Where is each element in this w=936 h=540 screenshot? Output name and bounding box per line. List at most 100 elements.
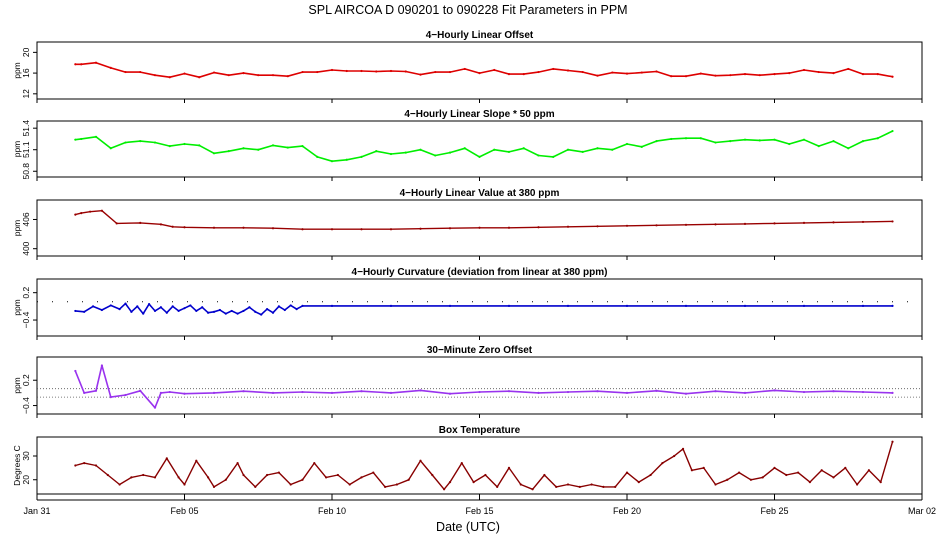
data-point (522, 73, 525, 76)
data-point (802, 221, 806, 224)
data-point (266, 473, 269, 477)
data-point (224, 312, 227, 315)
data-point (94, 135, 98, 138)
y-tick-label: 12 (21, 89, 31, 99)
data-point (861, 140, 865, 143)
data-point (566, 304, 570, 308)
data-point (91, 305, 95, 308)
data-point (419, 148, 422, 151)
data-point (590, 483, 593, 486)
data-point (148, 302, 151, 306)
data-point (861, 304, 865, 308)
data-point (271, 144, 275, 147)
data-point (891, 304, 894, 308)
data-point (271, 311, 275, 314)
series-line (75, 441, 894, 490)
data-point (242, 71, 245, 75)
data-point (802, 390, 806, 394)
data-point (625, 72, 629, 75)
data-point (236, 462, 239, 465)
data-point (614, 485, 617, 488)
data-point (177, 476, 180, 479)
data-point (94, 61, 98, 64)
data-point (165, 311, 168, 314)
data-point (168, 76, 171, 79)
data-point (80, 63, 83, 66)
panel-4: 4−Hourly Curvature (deviation from linea… (12, 267, 923, 340)
data-point (283, 308, 286, 312)
data-point (257, 74, 260, 77)
data-point (336, 473, 339, 477)
data-point (566, 390, 570, 394)
data-point (552, 67, 555, 71)
data-point (230, 309, 233, 313)
series-line (75, 302, 893, 316)
y-tick-label: 20 (21, 475, 31, 485)
data-point (507, 150, 511, 153)
data-point (153, 74, 157, 77)
data-point (100, 209, 103, 212)
data-point (448, 304, 452, 308)
x-axis: Jan 31 Feb 05 Feb 10 Feb 15 Feb 20 Feb 25 Mar … (23, 494, 936, 516)
data-point (74, 309, 77, 313)
data-point (389, 304, 393, 308)
data-point (389, 391, 393, 394)
data-point (817, 70, 820, 74)
data-point (673, 454, 676, 458)
data-point (183, 307, 186, 310)
data-point (555, 485, 558, 488)
data-point (168, 390, 171, 394)
data-point (100, 308, 103, 312)
panel-title: 4−Hourly Curvature (deviation from linea… (352, 267, 608, 278)
data-point (139, 389, 142, 392)
data-point (522, 147, 525, 150)
data-point (83, 391, 86, 394)
data-point (684, 392, 688, 395)
data-point (448, 481, 452, 484)
data-point (566, 483, 570, 486)
data-point (625, 224, 629, 227)
data-point (773, 73, 776, 76)
data-point (496, 485, 499, 488)
data-point (109, 304, 112, 307)
data-point (640, 71, 643, 74)
x-tick-label: Jan 31 (23, 506, 50, 516)
data-point (389, 152, 393, 156)
data-point (260, 313, 263, 316)
data-point (434, 70, 437, 74)
data-point (313, 462, 316, 465)
data-point (625, 304, 629, 308)
x-tick-label: Feb 05 (170, 506, 198, 516)
series-line (75, 130, 893, 162)
data-point (537, 154, 540, 157)
data-point (802, 304, 806, 308)
data-point (218, 308, 221, 312)
series-line (74, 364, 893, 409)
data-point (372, 471, 375, 474)
panel-title: 4−Hourly Linear Value at 380 ppm (400, 188, 560, 199)
data-point (153, 141, 157, 144)
data-point (625, 142, 629, 146)
x-axis-label: Date (UTC) (436, 520, 500, 534)
y-axis-label: ppm (12, 299, 22, 316)
data-point (743, 138, 747, 141)
data-point (758, 74, 761, 77)
data-point (124, 302, 127, 305)
data-point (484, 473, 487, 477)
data-point (183, 226, 186, 229)
data-point (74, 464, 77, 467)
x-tick-label: Mar 02 (908, 506, 936, 516)
data-point (109, 396, 112, 399)
data-point (743, 391, 747, 394)
data-point (891, 440, 894, 443)
data-point (212, 391, 216, 394)
data-point (879, 481, 882, 484)
data-point (74, 213, 77, 216)
data-point (891, 75, 894, 78)
data-point (519, 483, 522, 486)
data-point (271, 74, 275, 77)
y-tick-label: 0.2 (21, 287, 31, 299)
data-point (130, 476, 133, 479)
data-point (684, 137, 688, 140)
